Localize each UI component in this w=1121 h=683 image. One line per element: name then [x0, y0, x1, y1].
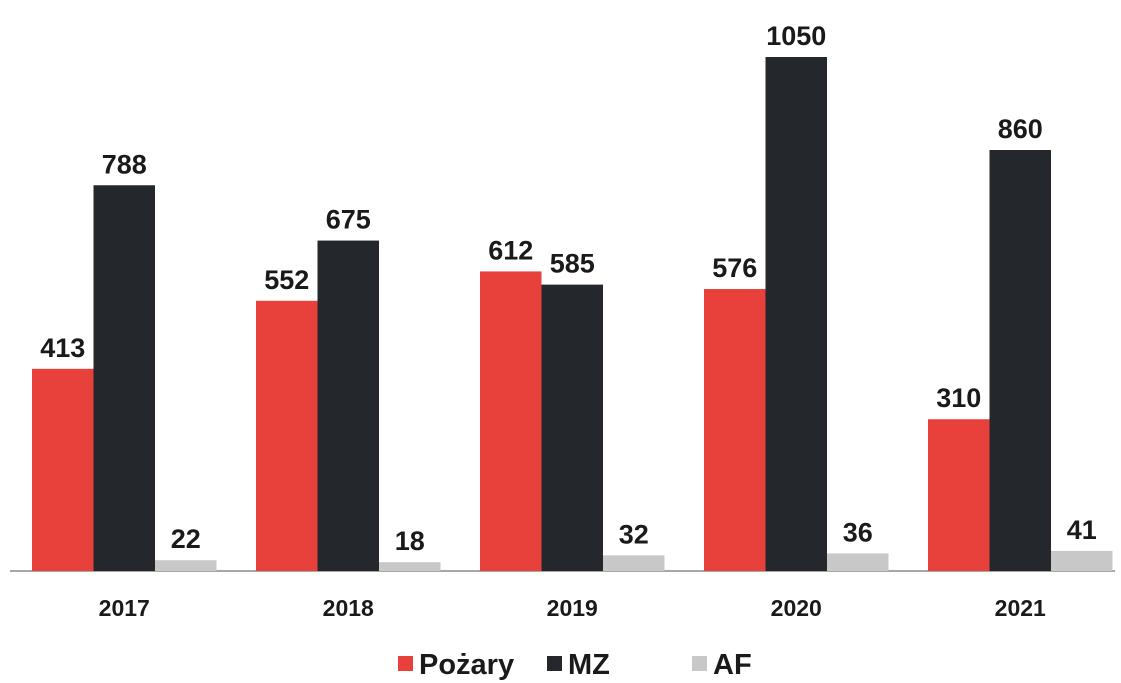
- bar: [827, 553, 889, 571]
- bar: [480, 271, 542, 571]
- x-tick-label: 2018: [323, 595, 374, 621]
- legend-swatch: [547, 656, 562, 671]
- bar: [603, 555, 665, 571]
- value-label: 41: [1067, 515, 1097, 545]
- x-tick-label: 2017: [99, 595, 150, 621]
- legend-label: Pożary: [419, 649, 514, 681]
- x-tick-label: 2020: [771, 595, 822, 621]
- bar: [155, 560, 217, 571]
- value-label: 788: [102, 149, 147, 179]
- bar: [704, 289, 766, 571]
- value-label: 612: [488, 235, 533, 265]
- value-label: 18: [395, 526, 425, 556]
- legend-swatch: [692, 656, 707, 671]
- value-label: 675: [326, 205, 371, 235]
- value-label: 585: [550, 249, 595, 279]
- value-label: 552: [264, 265, 309, 295]
- bar: [379, 562, 441, 571]
- value-label: 413: [40, 333, 85, 363]
- legend-label: MZ: [568, 649, 610, 681]
- value-label: 1050: [766, 21, 826, 51]
- value-label: 32: [619, 519, 649, 549]
- bar: [989, 150, 1051, 571]
- value-label: 36: [843, 517, 873, 547]
- bar: [765, 57, 827, 571]
- value-label: 576: [712, 253, 757, 283]
- bar: [928, 419, 990, 571]
- x-tick-label: 2019: [547, 595, 598, 621]
- bar: [32, 368, 94, 571]
- bar: [93, 185, 155, 571]
- x-tick-label: 2021: [995, 595, 1046, 621]
- value-label: 860: [998, 114, 1043, 144]
- legend-swatch: [398, 656, 413, 671]
- legend-label: AF: [713, 649, 752, 681]
- bar: [541, 284, 603, 571]
- value-label: 310: [936, 383, 981, 413]
- bar: [317, 240, 379, 572]
- value-label: 22: [171, 524, 201, 554]
- bar: [1051, 550, 1113, 571]
- bar: [256, 300, 318, 571]
